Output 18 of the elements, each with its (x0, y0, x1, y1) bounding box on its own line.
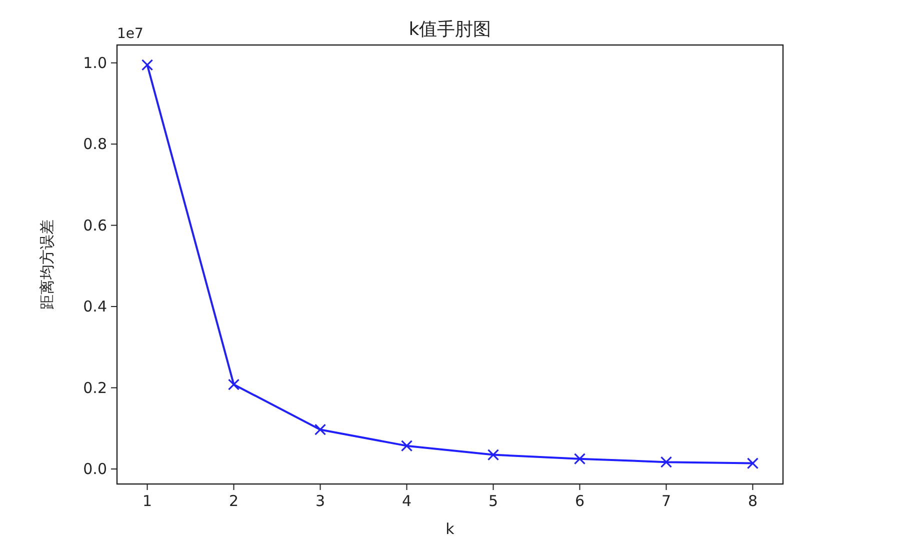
y-tick-label: 0.4 (83, 298, 107, 316)
text: 1e7 (117, 26, 144, 42)
y-tick-label: 0.8 (83, 135, 107, 154)
chart-title: k值手肘图 (408, 19, 492, 40)
x-tick-label: 6 (574, 492, 585, 510)
x-tick-label: 3 (315, 492, 326, 510)
y-tick-label: 0.2 (83, 378, 107, 397)
x-tick-label: 7 (661, 492, 672, 510)
x-tick-label: 1 (142, 492, 152, 510)
y-tick-label: 0.0 (83, 460, 107, 478)
x-tick-label: 4 (402, 492, 412, 510)
y-tick-label: 0.6 (83, 216, 107, 234)
x-tick-label: 8 (748, 492, 758, 510)
y-tick-label: 1.0 (83, 54, 107, 72)
x-tick-label: 5 (488, 492, 498, 510)
x-axis-title: k (446, 520, 455, 538)
y-axis-title: 距离均方误差 (38, 220, 56, 310)
x-tick-label: 2 (228, 492, 239, 510)
